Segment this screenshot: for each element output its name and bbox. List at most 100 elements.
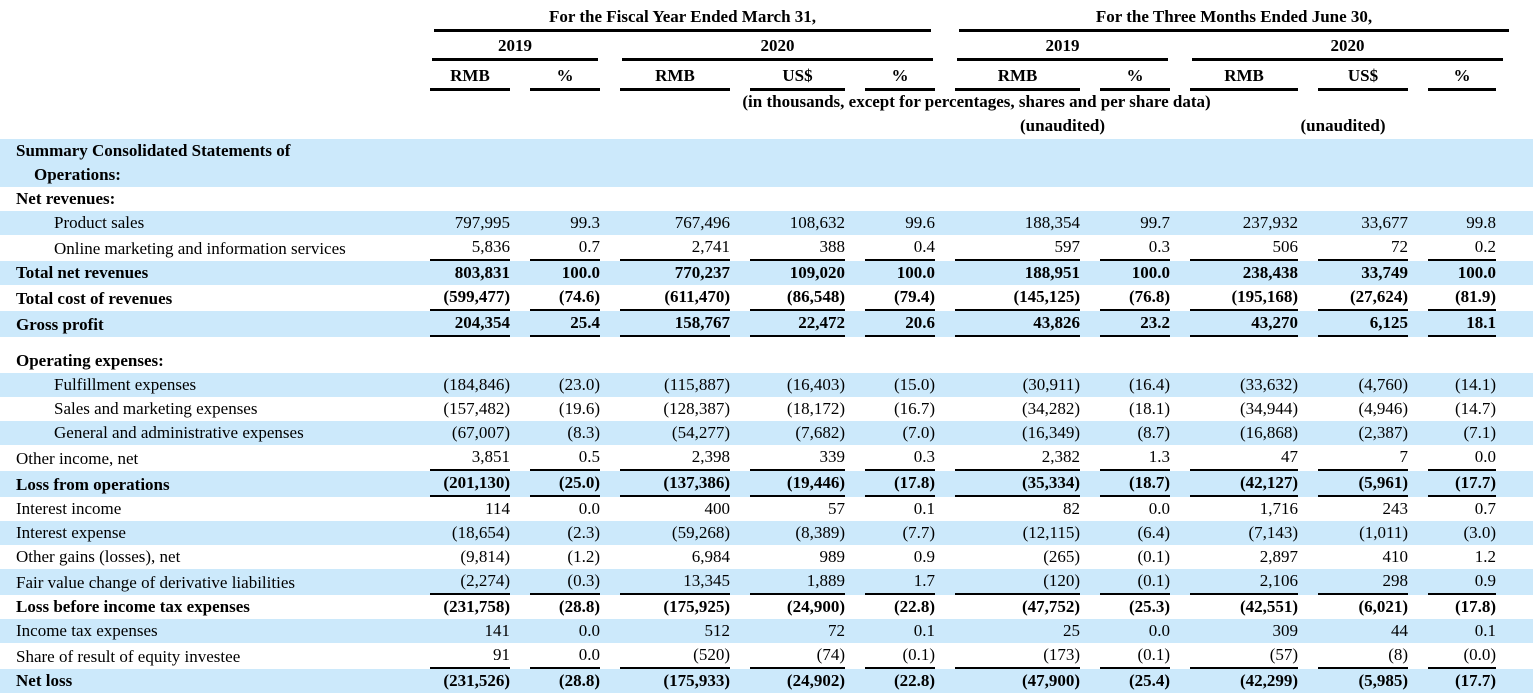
value-cell (1090, 187, 1180, 211)
row-label: Interest expense (0, 521, 420, 545)
column-header-q20-usd: US$ (1308, 61, 1419, 91)
value-cell: (611,470) (610, 285, 740, 311)
value-cell: (7.7) (855, 521, 946, 545)
value-cell: 238,438 (1180, 261, 1309, 285)
value-text: (0.1) (1137, 547, 1171, 566)
value-text: (57) (1190, 643, 1299, 669)
value-cell: 2,382 (945, 445, 1090, 471)
value-text: (0.1) (1100, 569, 1171, 595)
value-cell: (175,925) (610, 595, 740, 619)
value-text: 188,951 (1024, 263, 1081, 282)
row-label-text: General and administrative expenses (54, 423, 304, 442)
value-text: 33,749 (1361, 263, 1409, 282)
value-cell: (5,961) (1308, 471, 1419, 497)
value-cell: (599,477) (420, 285, 520, 311)
value-cell: (17.8) (1418, 595, 1533, 619)
year-label: 2019 (957, 32, 1169, 61)
value-cell: (28.8) (520, 595, 610, 619)
value-text: (7.0) (902, 423, 936, 442)
value-cell: (34,944) (1180, 397, 1308, 421)
value-cell: 339 (740, 445, 855, 471)
value-cell: 388 (740, 235, 855, 261)
value-cell: (201,130) (420, 471, 520, 497)
value-text (620, 163, 730, 187)
value-cell: 91 (420, 643, 520, 669)
value-text: 0.3 (1100, 235, 1171, 261)
value-text: 100.0 (1457, 263, 1497, 282)
unaudited-q20: (unaudited) (1180, 113, 1533, 139)
value-text: 158,767 (620, 311, 730, 337)
value-text: 0.3 (865, 445, 936, 471)
value-text: 3,851 (430, 445, 510, 471)
value-cell: (16.7) (855, 397, 945, 421)
value-text: 22,472 (750, 311, 845, 337)
row-label: Other income, net (0, 445, 420, 471)
column-header-label: % (530, 61, 600, 91)
units-note-text: (in thousands, except for percentages, s… (742, 92, 1211, 111)
column-group-three-months: For the Three Months Ended June 30, (945, 0, 1533, 32)
value-cell: (74) (740, 643, 855, 669)
value-text (955, 349, 1080, 373)
value-text: 0.7 (530, 235, 600, 261)
value-cell: (0.1) (1090, 643, 1180, 669)
value-text: 0.1 (913, 499, 936, 518)
value-text: 13,345 (620, 569, 730, 595)
column-header-label: US$ (1318, 61, 1409, 91)
value-text: 0.9 (913, 547, 936, 566)
value-text: (17.8) (865, 471, 936, 497)
value-cell: (76.8) (1090, 285, 1180, 311)
value-text: 989 (819, 547, 846, 566)
unaudited-row: (unaudited) (unaudited) (0, 113, 1533, 139)
value-text: (23.0) (558, 375, 600, 394)
value-cell: (1.2) (520, 545, 610, 569)
row-label: Loss before income tax expenses (0, 595, 420, 619)
value-cell: (175,933) (610, 669, 740, 693)
value-cell: 243 (1308, 497, 1418, 521)
value-text: (175,925) (663, 597, 730, 616)
value-cell: 597 (945, 235, 1090, 261)
header-spacer (420, 113, 946, 139)
row-label-text: Income tax expenses (16, 621, 158, 640)
value-cell: 114 (420, 497, 520, 521)
value-cell (1180, 139, 1309, 187)
value-text: 0.0 (1428, 445, 1497, 471)
value-text: 44 (1391, 621, 1409, 640)
row-label-text: Other gains (losses), net (16, 547, 181, 566)
value-cell: 3,851 (420, 445, 520, 471)
value-cell: (2,387) (1308, 421, 1419, 445)
value-text: 238,438 (1242, 263, 1299, 282)
column-header-label: RMB (955, 61, 1081, 91)
units-note: (in thousands, except for percentages, s… (420, 91, 1533, 113)
row-label-text: Online marketing and information service… (54, 239, 346, 258)
value-cell: (1,011) (1308, 521, 1419, 545)
value-cell: (33,632) (1180, 373, 1309, 397)
value-cell: (16,349) (945, 421, 1091, 445)
row-label: Fulfillment expenses (0, 373, 420, 397)
value-cell: 767,496 (610, 211, 740, 235)
row-label-text: Operations: (34, 165, 121, 184)
value-text: (0.1) (865, 643, 936, 669)
value-cell (945, 187, 1090, 211)
value-text: 57 (828, 499, 845, 518)
row-label: Share of result of equity investee (0, 643, 420, 669)
row-label: Online marketing and information service… (0, 235, 420, 261)
value-text: 47 (1190, 445, 1299, 471)
row-label-text: Product sales (54, 213, 145, 232)
value-text (1100, 163, 1170, 187)
column-header-fy20-usd: US$ (740, 61, 855, 91)
value-cell: 188,354 (945, 211, 1091, 235)
value-cell: (3.0) (1418, 521, 1533, 545)
value-cell: 0.1 (855, 619, 946, 643)
header-spacer (0, 0, 420, 32)
value-cell: 309 (1180, 619, 1309, 643)
year-label: 2019 (432, 32, 598, 61)
header-spacer (0, 32, 420, 61)
table-row: Total net revenues 803,831 100.0 770,237 109… (0, 261, 1533, 285)
value-text: 2,398 (620, 445, 730, 471)
value-cell: (19.6) (520, 397, 610, 421)
value-cell: (24,900) (740, 595, 855, 619)
value-text: (24,902) (786, 671, 845, 690)
value-cell: 0.7 (1418, 497, 1533, 521)
value-text: (54,277) (671, 423, 730, 442)
year-fy-2019: 2019 (420, 32, 610, 61)
